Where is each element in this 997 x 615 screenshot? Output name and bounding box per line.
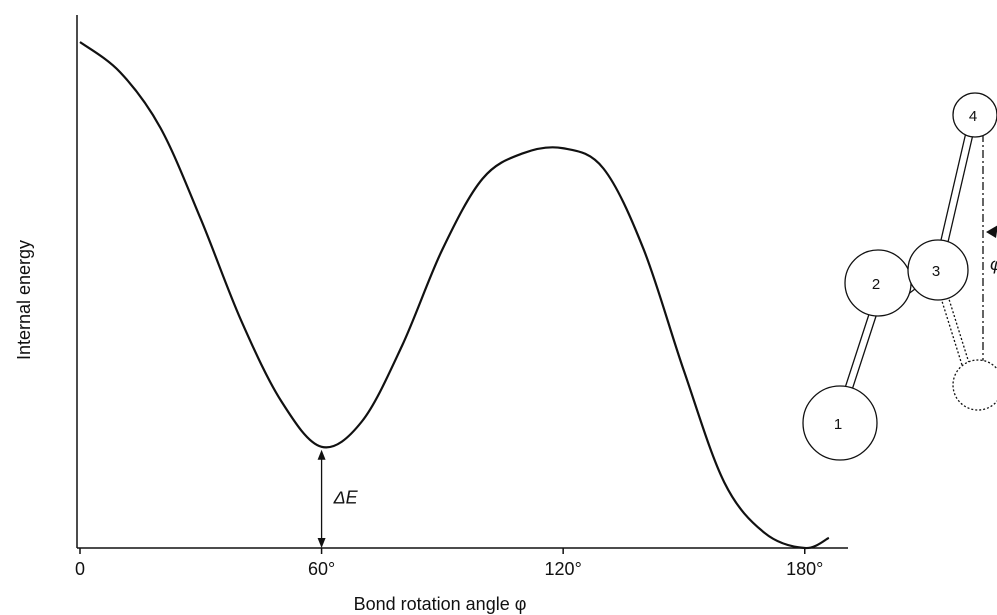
atom-label: 3 [932,263,940,280]
rotation-arrow [986,225,997,238]
atom: 2 [844,249,912,317]
atom-ghost [952,359,997,411]
atom: 3 [907,239,969,301]
x-tick-label: 0 [75,559,85,579]
x-tick-label: 60° [308,559,335,579]
arrow-head [317,538,326,548]
atom-circle [952,92,997,138]
x-axis-label: Bond rotation angle φ [354,594,527,614]
y-axis-label: Internal energy [14,240,34,360]
x-tick-label: 120° [545,559,582,579]
atom: 4 [952,92,997,138]
bond [940,127,968,241]
atom-label: 2 [872,276,880,293]
atom-label: 1 [834,416,842,433]
energy-curve [79,41,830,550]
bond [947,129,975,243]
atom-label: 4 [969,108,977,125]
bond [851,306,880,391]
x-tick-label: 180° [786,559,823,579]
atom: 1 [802,385,878,461]
bond [844,304,873,389]
atom-circle [802,385,878,461]
arrow-head [317,449,326,460]
delta-e-label: ΔE [333,488,359,508]
molecule-diagram: 1 2 3 4 φ [802,92,997,461]
atom-circle [907,239,969,301]
angle-label: φ [990,254,997,274]
